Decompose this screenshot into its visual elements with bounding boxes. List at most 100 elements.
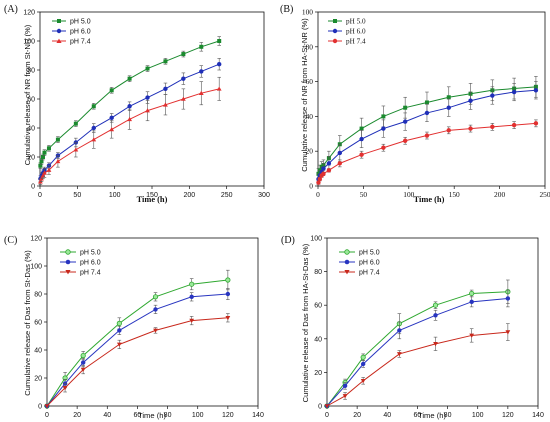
series-ph50-point — [381, 114, 386, 119]
series-ph50-point — [38, 163, 43, 168]
series-ph60-point — [80, 360, 86, 365]
series-ph60-point — [117, 328, 122, 333]
legend-d-ph60-marker — [344, 259, 350, 265]
x-tick-label: 0 — [45, 412, 49, 419]
legend-b-ph74-label: pH 7.4 — [346, 38, 366, 46]
y-tick-label: 0 — [318, 404, 322, 411]
series-ph50-line — [46, 279, 228, 407]
y-tick-label: 60 — [34, 320, 42, 327]
series-ph74-point — [317, 176, 323, 182]
y-tick-label: 0 — [31, 184, 35, 191]
panel-d-xlabel: Time (h) — [418, 411, 446, 420]
series-ph60-point — [342, 383, 348, 389]
series-ph60-point — [109, 115, 114, 121]
legend-a-ph60-marker — [56, 28, 62, 34]
series-ph50-point — [55, 137, 60, 142]
x-tick-label: 120 — [222, 412, 234, 419]
series-ph60-point — [153, 307, 158, 312]
x-tick-label: 0 — [325, 412, 329, 419]
y-tick-label: 100 — [30, 264, 42, 271]
series-ph50-point — [360, 354, 366, 360]
series-ph60-line — [46, 293, 228, 407]
series-ph60-point — [91, 125, 96, 131]
legend-c-ph60-label: pH 6.0 — [80, 260, 101, 267]
series-ph50-point — [42, 150, 47, 155]
series-ph60-point — [225, 291, 231, 297]
x-tick-label: 100 — [472, 412, 484, 419]
series-ph50-point — [109, 88, 114, 93]
series-ph50-point — [217, 39, 222, 43]
x-tick-label: 250 — [539, 190, 550, 199]
series-ph74-point — [469, 333, 475, 338]
series-ph60-point — [533, 88, 539, 93]
series-ph50-point — [199, 44, 204, 49]
panel-b-xlabel: Time (h) — [414, 195, 445, 204]
y-tick-label: 80 — [314, 269, 322, 276]
panel-b-plot — [316, 76, 539, 185]
legend-a-ph74-label: pH 7.4 — [70, 39, 91, 46]
x-tick-label: 300 — [258, 192, 270, 199]
panel-c-legend: pH 5.0 pH 6.0 pH 7.4 — [60, 249, 101, 277]
y-tick-label: 40 — [306, 112, 314, 121]
x-tick-label: 120 — [502, 412, 514, 419]
panel-d-plot — [324, 279, 511, 409]
x-tick-label: 200 — [183, 192, 195, 199]
series-ph50-point — [39, 159, 44, 164]
panel-c-xlabel: Time (h) — [138, 411, 166, 420]
panel-b-ylabel: Cumulative release of NR from HA-St-NR (… — [300, 18, 309, 172]
x-tick-label: 60 — [134, 412, 142, 419]
series-ph60-point — [433, 313, 438, 318]
x-tick-label: 80 — [164, 412, 172, 419]
legend-d-ph60-label: pH 6.0 — [359, 260, 380, 267]
series-ph74-point — [490, 124, 495, 130]
series-ph50-point — [432, 302, 439, 308]
legend-d-ph74-marker — [344, 270, 350, 275]
series-ph60-point — [326, 161, 332, 166]
series-ph74-point — [116, 342, 122, 347]
legend-c-ph50-marker — [65, 249, 71, 255]
series-ph74-point — [360, 379, 366, 384]
legend-a-ph50-marker — [57, 19, 61, 23]
y-tick-label: 40 — [27, 126, 35, 133]
legend-b-ph50-marker — [333, 19, 337, 23]
y-tick-label: 20 — [27, 155, 35, 162]
series-ph60-point — [359, 136, 364, 142]
x-tick-label: 50 — [360, 190, 368, 199]
panel-a-ticks: 0 50 100 150 200 250 300 0 20 40 60 80 100 120 — [23, 10, 270, 200]
series-ph74-point — [180, 96, 186, 101]
series-ph60-point — [381, 126, 386, 131]
x-tick-label: 150 — [146, 192, 158, 199]
series-ph60-point — [469, 299, 474, 305]
panel-a-legend: pH 5.0 pH 6.0 pH 7.4 — [52, 19, 91, 46]
panel-d-legend: pH 5.0 pH 6.0 pH 7.4 — [339, 249, 380, 277]
panel-c-ylabel: Cumulative release of Das from St-Das (%… — [23, 250, 32, 396]
x-tick-label: 250 — [221, 192, 233, 199]
y-tick-label: 20 — [314, 370, 322, 377]
series-ph60-point — [321, 166, 326, 171]
x-tick-label: 60 — [414, 412, 422, 419]
x-tick-label: 100 — [109, 192, 121, 199]
x-tick-label: 0 — [38, 192, 42, 199]
y-tick-label: 0 — [309, 182, 313, 191]
legend-a-ph74-marker — [56, 38, 62, 43]
panel-b-label: (B) — [280, 4, 293, 15]
legend-b-ph60-label: pH 6.0 — [346, 28, 366, 36]
series-ph74-point — [533, 121, 539, 126]
x-tick-label: 50 — [73, 192, 81, 199]
y-tick-label: 100 — [23, 39, 35, 46]
panel-c-label: (C) — [4, 235, 17, 246]
legend-b-ph74-marker — [332, 38, 338, 44]
panel-a-plot — [37, 36, 222, 185]
legend-c-ph74-marker — [65, 270, 71, 275]
series-ph50-point — [163, 59, 168, 64]
series-ph50-point — [152, 294, 159, 300]
panel-b-frame — [317, 11, 546, 187]
series-ph74-point — [46, 167, 52, 172]
series-ph74-point — [225, 316, 231, 321]
legend-a-ph50-label: pH 5.0 — [70, 19, 91, 26]
panel-b: (B) Cumulative release of NR from HA-St-… — [280, 4, 550, 204]
series-ph60-point — [127, 104, 132, 109]
series-ph50-point — [46, 146, 51, 151]
series-ph60-point — [145, 95, 150, 100]
panel-a-ylabel: Cumulative release of NR from St-NR (%) — [23, 24, 32, 165]
